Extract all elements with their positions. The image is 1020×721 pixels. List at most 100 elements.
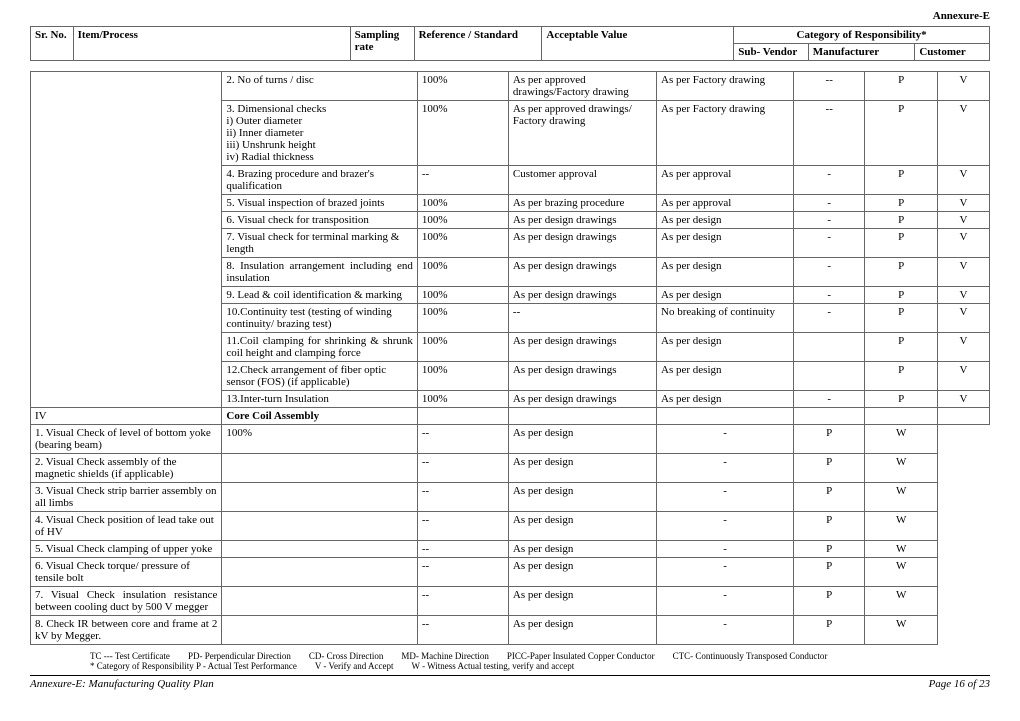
cell-item: 11.Coil clamping for shrinking & shrunk … xyxy=(222,333,417,362)
th-man: Manufacturer xyxy=(808,44,915,61)
cell-reference: -- xyxy=(417,425,508,454)
cell-item: 6. Visual check for transposition xyxy=(222,212,417,229)
cell-reference: -- xyxy=(417,454,508,483)
cell-acceptable: As per design xyxy=(657,391,794,408)
cell-reference: As per design drawings xyxy=(508,333,656,362)
cell-reference: As per design drawings xyxy=(508,362,656,391)
cell-sr xyxy=(31,72,222,408)
cell-man: P xyxy=(794,616,865,645)
cell-item: 2. No of turns / disc xyxy=(222,72,417,101)
th-sr: Sr. No. xyxy=(31,27,74,61)
cell-sampling: 100% xyxy=(417,229,508,258)
cell-cust: V xyxy=(937,195,989,212)
cell-reference: -- xyxy=(417,587,508,616)
table-row: 3. Visual Check strip barrier assembly o… xyxy=(31,483,990,512)
table-row: 4. Visual Check position of lead take ou… xyxy=(31,512,990,541)
cell-item: 3. Visual Check strip barrier assembly o… xyxy=(31,483,222,512)
cell-acceptable: As per approval xyxy=(657,166,794,195)
cell-sampling xyxy=(222,616,417,645)
section-empty xyxy=(417,408,508,425)
cell-sampling: 100% xyxy=(417,72,508,101)
cell-cust: V xyxy=(937,333,989,362)
cell-acceptable: No breaking of continuity xyxy=(657,304,794,333)
cell-cust: W xyxy=(865,587,938,616)
cell-sampling xyxy=(222,454,417,483)
section-empty xyxy=(794,408,865,425)
cell-sub: - xyxy=(657,454,794,483)
cell-sampling xyxy=(222,558,417,587)
cell-sampling: 100% xyxy=(417,212,508,229)
cell-sub: - xyxy=(794,258,865,287)
cell-acceptable: As per design xyxy=(657,287,794,304)
cell-reference: As per design drawings xyxy=(508,212,656,229)
legend-item: TC --- Test Certificate xyxy=(90,651,170,661)
cell-item: 4. Visual Check position of lead take ou… xyxy=(31,512,222,541)
cell-sampling: 100% xyxy=(417,362,508,391)
cell-sub: - xyxy=(794,391,865,408)
cell-item: 12.Check arrangement of fiber optic sens… xyxy=(222,362,417,391)
cell-item: 7. Visual check for terminal marking & l… xyxy=(222,229,417,258)
table-row: 6. Visual Check torque/ pressure of tens… xyxy=(31,558,990,587)
table-row: 2. Visual Check assembly of the magnetic… xyxy=(31,454,990,483)
footer-right: Page 16 of 23 xyxy=(929,678,990,690)
cell-sampling: 100% xyxy=(417,304,508,333)
cell-reference: -- xyxy=(417,483,508,512)
legend-item: PD- Perpendicular Direction xyxy=(188,651,291,661)
legend-item: W - Witness Actual testing, verify and a… xyxy=(412,661,575,671)
cell-sub xyxy=(794,333,865,362)
cell-man: P xyxy=(794,541,865,558)
cell-cust: W xyxy=(865,454,938,483)
th-acceptable: Acceptable Value xyxy=(542,27,734,61)
cell-acceptable: As per design xyxy=(508,425,656,454)
legend-item: V - Verify and Accept xyxy=(315,661,394,671)
cell-reference: -- xyxy=(417,512,508,541)
cell-sampling: 100% xyxy=(417,391,508,408)
cell-acceptable: As per approval xyxy=(657,195,794,212)
cell-sub: - xyxy=(794,166,865,195)
cell-man: P xyxy=(794,454,865,483)
cell-reference: -- xyxy=(417,558,508,587)
cell-cust: V xyxy=(937,362,989,391)
cell-sub: - xyxy=(794,287,865,304)
cell-cust: W xyxy=(865,512,938,541)
cell-sub: - xyxy=(657,541,794,558)
cell-sampling: 100% xyxy=(222,425,417,454)
cell-man: P xyxy=(865,212,938,229)
cell-reference: Customer approval xyxy=(508,166,656,195)
cell-cust: V xyxy=(937,212,989,229)
cell-cust: V xyxy=(937,72,989,101)
cell-cust: V xyxy=(937,391,989,408)
section-sr: IV xyxy=(31,408,222,425)
cell-man: P xyxy=(794,587,865,616)
cell-reference: -- xyxy=(417,541,508,558)
legend-item: CD- Cross Direction xyxy=(309,651,384,661)
cell-acceptable: As per design xyxy=(508,587,656,616)
cell-cust: V xyxy=(937,287,989,304)
table-row: 8. Check IR between core and frame at 2 … xyxy=(31,616,990,645)
cell-cust: V xyxy=(937,101,989,166)
cell-man: P xyxy=(865,195,938,212)
footer-legend: TC --- Test Certificate PD- Perpendicular… xyxy=(30,651,990,671)
cell-sub: - xyxy=(794,304,865,333)
cell-reference: As per brazing procedure xyxy=(508,195,656,212)
cell-sub: - xyxy=(657,483,794,512)
cell-reference: -- xyxy=(417,616,508,645)
table-row: 7. Visual Check insulation resistance be… xyxy=(31,587,990,616)
legend-item: PICC-Paper Insulated Copper Conductor xyxy=(507,651,655,661)
cell-acceptable: As per design xyxy=(508,512,656,541)
cell-acceptable: As per design xyxy=(508,454,656,483)
cell-sampling: 100% xyxy=(417,101,508,166)
cell-item: 3. Dimensional checks i) Outer diameter … xyxy=(222,101,417,166)
cell-sampling: 100% xyxy=(417,258,508,287)
section-empty xyxy=(657,408,794,425)
cell-item: 5. Visual inspection of brazed joints xyxy=(222,195,417,212)
cell-item: 2. Visual Check assembly of the magnetic… xyxy=(31,454,222,483)
cell-sampling: 100% xyxy=(417,287,508,304)
cell-man: P xyxy=(865,362,938,391)
cell-cust: W xyxy=(865,541,938,558)
legend-item: CTC- Continuously Transposed Conductor xyxy=(673,651,828,661)
cell-sampling: 100% xyxy=(417,333,508,362)
th-cust: Customer xyxy=(915,44,990,61)
cell-cust: V xyxy=(937,166,989,195)
cell-sub: - xyxy=(657,587,794,616)
